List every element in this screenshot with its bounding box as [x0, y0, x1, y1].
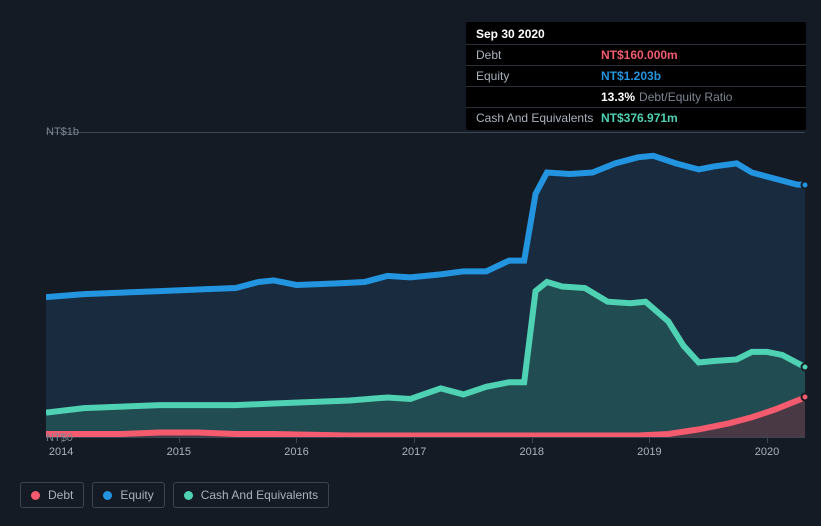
- x-tick: [61, 438, 62, 443]
- x-axis-label: 2015: [167, 446, 191, 458]
- tooltip-date-row: Sep 30 2020: [466, 24, 806, 45]
- x-axis-label: 2017: [402, 446, 426, 458]
- x-axis-label: 2019: [637, 446, 661, 458]
- x-tick: [767, 438, 768, 443]
- chart-area[interactable]: NT$1bNT$0 2014201520162017201820192020: [16, 120, 805, 510]
- legend-label: Debt: [48, 488, 73, 502]
- x-tick: [296, 438, 297, 443]
- legend-dot-icon: [184, 491, 193, 500]
- tooltip-date: Sep 30 2020: [476, 27, 601, 41]
- series-end-marker: [801, 180, 810, 189]
- chart-tooltip: Sep 30 2020 DebtNT$160.000mEquityNT$1.20…: [466, 22, 806, 130]
- x-axis-label: 2020: [755, 446, 779, 458]
- tooltip-row: EquityNT$1.203b: [466, 66, 806, 87]
- series-end-marker: [801, 393, 810, 402]
- tooltip-label: Debt: [476, 48, 601, 62]
- legend-item[interactable]: Cash And Equivalents: [173, 482, 329, 508]
- legend-dot-icon: [31, 491, 40, 500]
- legend-label: Cash And Equivalents: [201, 488, 318, 502]
- legend-item[interactable]: Equity: [92, 482, 164, 508]
- tooltip-value: 13.3%Debt/Equity Ratio: [601, 90, 796, 104]
- plot-region[interactable]: [46, 132, 805, 438]
- tooltip-value: NT$160.000m: [601, 48, 796, 62]
- tooltip-extra: Debt/Equity Ratio: [639, 90, 732, 104]
- tooltip-row: DebtNT$160.000m: [466, 45, 806, 66]
- x-axis-label: 2016: [284, 446, 308, 458]
- tooltip-label: Equity: [476, 69, 601, 83]
- tooltip-value: NT$1.203b: [601, 69, 796, 83]
- x-tick: [414, 438, 415, 443]
- tooltip-row: 13.3%Debt/Equity Ratio: [466, 87, 806, 108]
- x-tick: [649, 438, 650, 443]
- y-axis-label: NT$1b: [46, 126, 60, 138]
- x-tick: [532, 438, 533, 443]
- x-axis: 2014 2015 2016 2017 2018 2019 2020: [46, 438, 805, 478]
- legend-item[interactable]: Debt: [20, 482, 84, 508]
- tooltip-label: [476, 90, 601, 104]
- x-axis-label: 2014: [49, 446, 73, 458]
- chart-svg: [46, 133, 805, 437]
- x-tick: [179, 438, 180, 443]
- legend: Debt Equity Cash And Equivalents: [20, 482, 329, 508]
- x-axis-label: 2018: [520, 446, 544, 458]
- legend-label: Equity: [120, 488, 153, 502]
- legend-dot-icon: [103, 491, 112, 500]
- series-end-marker: [801, 363, 810, 372]
